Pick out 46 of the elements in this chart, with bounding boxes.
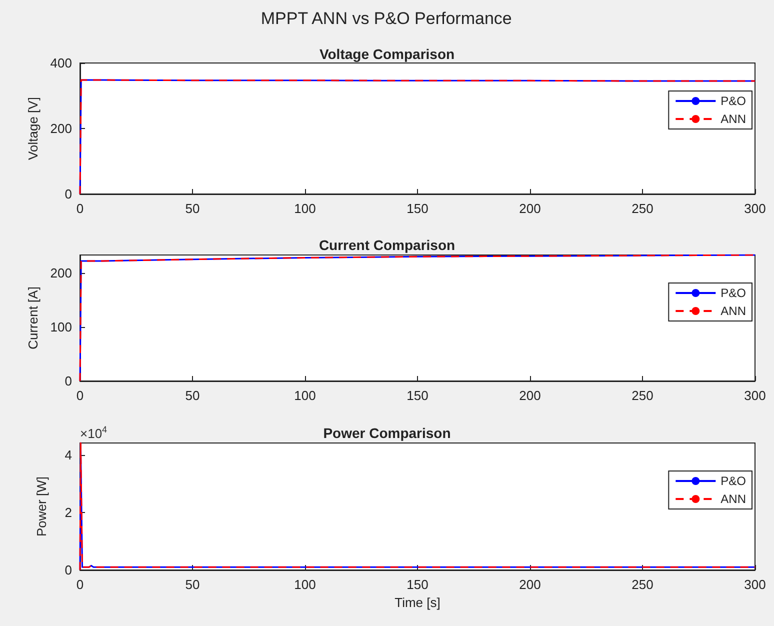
x-tick-label: 300 — [744, 201, 766, 216]
x-tick-label: 100 — [294, 577, 316, 592]
x-tick-label: 50 — [185, 388, 200, 403]
y-axis-title: Current [A] — [25, 286, 40, 350]
x-tick-label: 150 — [406, 201, 428, 216]
legend-label: P&O — [720, 94, 746, 108]
y-tick-label: 0 — [64, 374, 72, 388]
x-tick-label: 200 — [519, 388, 541, 403]
x-axis-title: Time [s] — [394, 595, 440, 610]
y-axis-title: Power [W] — [34, 476, 49, 536]
chart-title: Voltage Comparison — [319, 46, 455, 62]
x-tick-label: 100 — [294, 201, 316, 216]
x-tick-label: 300 — [744, 577, 766, 592]
y-tick-label: 400 — [50, 56, 72, 70]
x-tick-label: 50 — [185, 201, 200, 216]
legend-label: P&O — [720, 474, 746, 488]
x-tick-label: 200 — [519, 577, 541, 592]
x-tick-label: 50 — [185, 577, 200, 592]
y-tick-label: 2 — [64, 505, 72, 520]
line-series — [79, 442, 756, 571]
legend-label: ANN — [720, 112, 746, 126]
chart-title: Power Comparison — [323, 425, 451, 441]
text: MPPT ANN vs P&O Performance — [260, 9, 512, 28]
chart-title: Current Comparison — [318, 237, 456, 253]
legend-label: ANN — [720, 304, 746, 318]
x-tick-label: 150 — [406, 388, 428, 403]
line-series — [79, 254, 756, 382]
x-tick-label: 150 — [406, 577, 428, 592]
y-tick-label: 4 — [64, 448, 72, 463]
y-tick-label: 0 — [64, 186, 72, 202]
legend-label: ANN — [720, 492, 746, 506]
x-tick-label: 0 — [76, 201, 84, 216]
x-tick-label: 0 — [76, 388, 84, 403]
y-tick-label: 200 — [50, 121, 72, 136]
x-tick-label: 0 — [76, 577, 84, 592]
y-tick-label: 0 — [64, 562, 72, 578]
legend-label: P&O — [720, 286, 746, 300]
x-tick-label: 300 — [744, 388, 766, 403]
y-axis-title: Voltage [V] — [25, 97, 40, 160]
y-tick-label: 100 — [50, 319, 72, 334]
x-tick-label: 250 — [632, 577, 654, 592]
x-tick-label: 100 — [294, 388, 316, 403]
x-tick-label: 250 — [632, 201, 654, 216]
y-tick-label: 200 — [50, 265, 72, 280]
x-tick-label: 250 — [632, 388, 654, 403]
x-tick-label: 200 — [519, 201, 541, 216]
